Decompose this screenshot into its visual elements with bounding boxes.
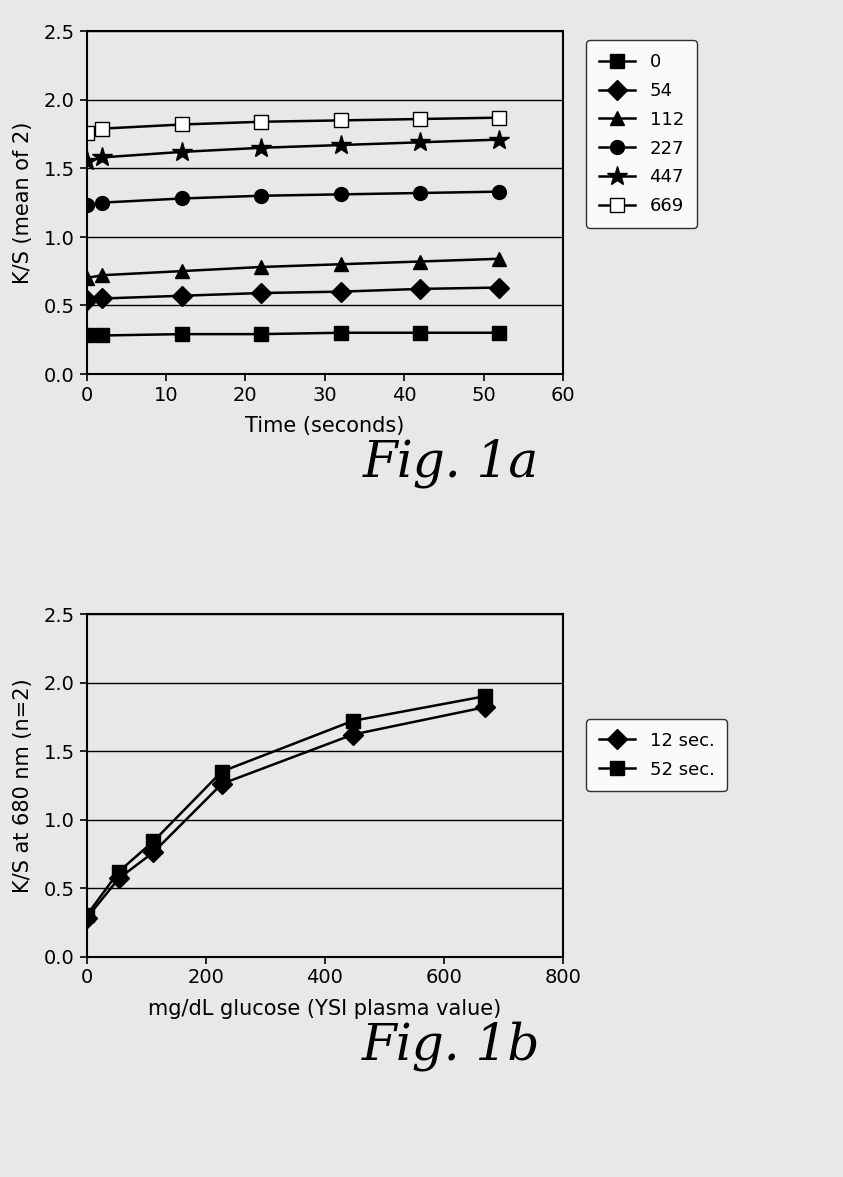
Line: 12 sec.: 12 sec. [79,700,491,925]
54 [82,293,92,307]
Line: 112: 112 [79,252,507,285]
12 sec. [480,700,490,714]
Line: 227: 227 [79,185,507,212]
0 [336,326,346,340]
447 [98,151,108,165]
Legend: 12 sec., 52 sec.: 12 sec., 52 sec. [586,719,727,791]
12 sec. [114,871,124,885]
669 [98,121,108,135]
227 [98,195,108,210]
227 [336,187,346,201]
669 [256,115,266,129]
112 [177,264,187,278]
Line: 669: 669 [79,111,507,140]
112 [494,252,504,266]
669 [494,111,504,125]
54 [415,282,425,297]
669 [336,113,346,127]
52 sec. [480,690,490,704]
Line: 52 sec.: 52 sec. [79,690,491,923]
447 [82,154,92,168]
Line: 54: 54 [79,281,507,307]
0 [82,328,92,343]
227 [256,188,266,202]
54 [177,288,187,302]
227 [494,185,504,199]
Text: Fig. 1b: Fig. 1b [362,1022,540,1071]
X-axis label: Time (seconds): Time (seconds) [245,415,405,435]
112 [98,268,108,282]
Text: Fig. 1a: Fig. 1a [363,439,540,488]
54 [494,280,504,294]
112 [336,258,346,272]
0 [415,326,425,340]
447 [415,135,425,149]
0 [177,327,187,341]
227 [82,199,92,213]
0 [98,328,108,343]
Line: 447: 447 [76,129,510,172]
54 [98,292,108,306]
12 sec. [347,727,357,742]
447 [256,141,266,155]
669 [177,118,187,132]
447 [494,133,504,147]
52 sec. [114,865,124,879]
112 [415,254,425,268]
52 sec. [217,765,227,779]
Legend: 0, 54, 112, 227, 447, 669: 0, 54, 112, 227, 447, 669 [586,40,696,228]
112 [256,260,266,274]
0 [494,326,504,340]
0 [256,327,266,341]
54 [256,286,266,300]
12 sec. [82,911,92,925]
227 [415,186,425,200]
X-axis label: mg/dL glucose (YSI plasma value): mg/dL glucose (YSI plasma value) [148,998,502,1018]
52 sec. [82,909,92,923]
669 [82,126,92,140]
Line: 0: 0 [79,326,507,343]
Y-axis label: K/S at 680 nm (n=2): K/S at 680 nm (n=2) [13,678,33,892]
52 sec. [347,714,357,729]
Y-axis label: K/S (mean of 2): K/S (mean of 2) [13,121,33,284]
669 [415,112,425,126]
447 [177,145,187,159]
54 [336,285,346,299]
112 [82,271,92,285]
52 sec. [148,834,158,849]
12 sec. [148,845,158,859]
227 [177,192,187,206]
447 [336,138,346,152]
12 sec. [217,777,227,791]
